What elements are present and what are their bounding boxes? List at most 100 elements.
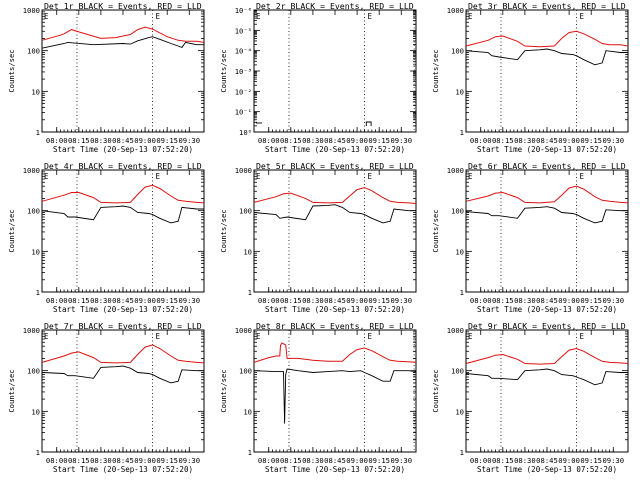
y-tick-label: 10⁻⁴ bbox=[235, 47, 252, 56]
series-events bbox=[465, 206, 628, 224]
series-events bbox=[465, 368, 628, 386]
y-tick-label: 10 bbox=[455, 247, 464, 256]
x-tick-label: 09:15 bbox=[368, 136, 390, 145]
x-tick-label: 08:30 bbox=[90, 136, 112, 145]
x-tick-label: 09:00 bbox=[558, 296, 580, 305]
x-tick-label: 08:00 bbox=[470, 296, 492, 305]
y-axis-label: Counts/sec bbox=[7, 369, 16, 412]
y-tick-label: 1000 bbox=[235, 166, 252, 175]
x-tick-label: 09:30 bbox=[390, 296, 412, 305]
x-tick-label: 09:00 bbox=[134, 136, 156, 145]
y-axis-label: Counts/sec bbox=[431, 369, 440, 412]
panel-det-4: Det 4r BLACK = Events, RED = LLD 1 10 100 10… bbox=[7, 161, 205, 314]
panel-title: Det 4r BLACK = Events, RED = LLD bbox=[44, 161, 202, 171]
x-tick-label: 09:00 bbox=[346, 296, 368, 305]
panel-title: Det 3r BLACK = Events, RED = LLD bbox=[468, 1, 626, 11]
y-tick-label: 1000 bbox=[447, 326, 464, 335]
y-tick-label: 10⁻⁵ bbox=[235, 26, 252, 35]
y-tick-label: 100 bbox=[239, 207, 252, 216]
panel-det-6: Det 6r BLACK = Events, RED = LLD 1 10 100 10… bbox=[431, 161, 629, 314]
event-marker: E bbox=[155, 332, 160, 341]
event-marker: E bbox=[367, 332, 372, 341]
x-tick-label: 08:30 bbox=[90, 456, 112, 465]
y-tick-label: 10 bbox=[31, 87, 40, 96]
x-tick-label: 08:00 bbox=[258, 136, 280, 145]
x-tick-label: 09:15 bbox=[368, 456, 390, 465]
x-tick-label: 09:30 bbox=[602, 136, 624, 145]
plot-frame bbox=[41, 329, 205, 453]
plot-frame bbox=[465, 169, 629, 293]
x-tick-label: 09:30 bbox=[178, 296, 200, 305]
plot-frame bbox=[465, 329, 629, 453]
event-marker: E bbox=[468, 12, 473, 21]
x-tick-label: 08:15 bbox=[68, 456, 90, 465]
panel-title: Det 1r BLACK = Events, RED = LLD bbox=[44, 1, 202, 11]
x-tick-label: 08:00 bbox=[470, 136, 492, 145]
panel-det-1: Det 1r BLACK = Events, RED = LLD 1 10 100 10… bbox=[7, 1, 205, 154]
event-marker: E bbox=[579, 172, 584, 181]
series-events bbox=[465, 48, 628, 66]
x-tick-label: 08:15 bbox=[68, 136, 90, 145]
series-events bbox=[41, 205, 204, 224]
x-tick-label: 09:15 bbox=[156, 136, 178, 145]
plot-frame bbox=[41, 9, 205, 133]
x-tick-label: 08:00 bbox=[470, 456, 492, 465]
y-tick-label: 100 bbox=[27, 207, 40, 216]
panel-title: Det 7r BLACK = Events, RED = LLD bbox=[44, 321, 202, 331]
event-marker: E bbox=[468, 332, 473, 341]
panel-title: Det 5r BLACK = Events, RED = LLD bbox=[256, 161, 414, 171]
x-tick-label: 09:00 bbox=[346, 456, 368, 465]
y-tick-label: 100 bbox=[451, 47, 464, 56]
event-marker: E bbox=[468, 172, 473, 181]
x-tick-label: 08:30 bbox=[90, 296, 112, 305]
x-tick-label: 09:30 bbox=[602, 456, 624, 465]
x-axis-label: Start Time (20-Sep-13 07:52:20) bbox=[53, 465, 193, 474]
x-tick-label: 09:00 bbox=[346, 136, 368, 145]
x-tick-label: 08:30 bbox=[302, 136, 324, 145]
x-tick-label: 08:45 bbox=[112, 136, 134, 145]
x-tick-label: 08:15 bbox=[492, 456, 514, 465]
x-axis-label: Start Time (20-Sep-13 07:52:20) bbox=[265, 305, 405, 314]
y-tick-label: 10 bbox=[31, 247, 40, 256]
y-tick-label: 1000 bbox=[23, 166, 40, 175]
panel-det-3: Det 3r BLACK = Events, RED = LLD 1 10 100 10… bbox=[431, 1, 629, 154]
x-tick-label: 08:00 bbox=[46, 456, 68, 465]
y-tick-label: 10 bbox=[455, 407, 464, 416]
x-tick-label: 08:00 bbox=[46, 296, 68, 305]
y-axis-label: Counts/sec bbox=[219, 209, 228, 252]
x-tick-label: 08:00 bbox=[258, 456, 280, 465]
x-axis-label: Start Time (20-Sep-13 07:52:20) bbox=[477, 465, 617, 474]
panel-det-7: Det 7r BLACK = Events, RED = LLD 1 10 100 10… bbox=[7, 321, 205, 474]
x-tick-label: 09:30 bbox=[390, 136, 412, 145]
x-tick-label: 08:15 bbox=[280, 456, 302, 465]
panel-det-2: Det 2r BLACK = Events, RED = LLD 10⁰ 10⁻¹ 1… bbox=[219, 1, 417, 154]
y-tick-label: 10 bbox=[455, 87, 464, 96]
x-tick-label: 08:45 bbox=[536, 296, 558, 305]
panel-det-8: Det 8r BLACK = Events, RED = LLD 1 10 100 10… bbox=[219, 321, 417, 474]
x-tick-label: 09:30 bbox=[390, 456, 412, 465]
panel-title: Det 8r BLACK = Events, RED = LLD bbox=[256, 321, 414, 331]
empty-marker-right bbox=[365, 121, 372, 126]
x-tick-label: 08:45 bbox=[324, 456, 346, 465]
panel-title: Det 6r BLACK = Events, RED = LLD bbox=[468, 161, 626, 171]
x-tick-label: 09:15 bbox=[156, 296, 178, 305]
y-tick-label: 100 bbox=[239, 367, 252, 376]
event-marker: E bbox=[579, 332, 584, 341]
y-axis-label: Counts/sec bbox=[219, 369, 228, 412]
x-tick-label: 08:45 bbox=[536, 136, 558, 145]
x-tick-label: 08:45 bbox=[324, 296, 346, 305]
event-marker: E bbox=[579, 12, 584, 21]
x-tick-label: 08:15 bbox=[280, 296, 302, 305]
plot-frame bbox=[253, 169, 417, 293]
x-tick-label: 08:30 bbox=[514, 296, 536, 305]
event-marker: E bbox=[256, 332, 261, 341]
y-tick-label: 10⁻⁶ bbox=[235, 6, 252, 15]
plot-frame bbox=[41, 169, 205, 293]
x-tick-label: 08:30 bbox=[302, 296, 324, 305]
y-tick-label: 10 bbox=[243, 407, 252, 416]
event-marker: E bbox=[256, 12, 261, 21]
y-tick-label: 10 bbox=[31, 407, 40, 416]
y-tick-label: 1000 bbox=[23, 326, 40, 335]
x-axis-label: Start Time (20-Sep-13 07:52:20) bbox=[477, 145, 617, 154]
series-lld bbox=[465, 185, 629, 204]
